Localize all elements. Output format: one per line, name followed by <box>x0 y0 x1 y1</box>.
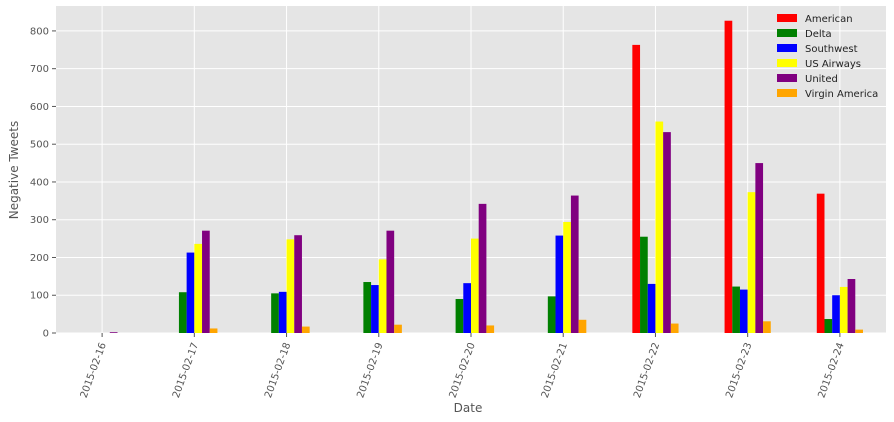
bar <box>824 319 833 333</box>
bar <box>555 235 564 333</box>
y-tick-label: 100 <box>30 291 49 302</box>
bar <box>186 252 195 333</box>
x-tick-label: 2015-02-22 <box>632 341 662 399</box>
legend-swatch <box>777 89 797 97</box>
bar <box>294 235 302 333</box>
bars <box>109 20 863 334</box>
bar <box>478 203 487 333</box>
legend-swatch <box>777 59 797 67</box>
bar <box>486 325 495 333</box>
bar <box>570 195 579 333</box>
legend-label: Delta <box>805 29 832 40</box>
bar <box>747 192 756 333</box>
y-axis-title: Negative Tweets <box>7 121 21 220</box>
bar <box>670 323 679 333</box>
x-axis-title: Date <box>454 401 483 415</box>
bar <box>278 291 287 333</box>
bar <box>371 285 379 333</box>
bar <box>763 321 771 333</box>
bar <box>855 329 863 333</box>
x-tick-label: 2015-02-16 <box>79 341 109 399</box>
legend: American Delta Southwest US Airways United Vi… <box>777 14 878 100</box>
y-tick-label: 200 <box>30 253 49 264</box>
x-tick-label: 2015-02-21 <box>540 341 570 399</box>
bar <box>739 289 748 333</box>
bar <box>547 296 556 333</box>
bar <box>732 286 740 333</box>
legend-swatch <box>777 44 797 52</box>
y-axis-ticks: 0 100 200 300 400 500 600 700 800 <box>30 26 56 340</box>
legend-label: American <box>805 14 853 25</box>
bar <box>578 319 587 333</box>
legend-label: Virgin America <box>805 89 878 100</box>
bar <box>455 299 464 333</box>
x-tick-label: 2015-02-24 <box>816 341 846 399</box>
legend-label: US Airways <box>805 59 861 70</box>
y-tick-label: 500 <box>30 140 49 151</box>
bar <box>663 132 671 333</box>
bar <box>640 236 648 333</box>
bar <box>463 283 471 333</box>
legend-label: United <box>805 74 838 85</box>
bar <box>386 230 395 333</box>
y-tick-label: 700 <box>30 64 49 75</box>
bar <box>471 238 479 333</box>
bar <box>394 324 402 333</box>
bar <box>178 292 187 333</box>
bar <box>194 243 203 333</box>
y-tick-label: 300 <box>30 215 49 226</box>
bar <box>202 230 210 333</box>
x-axis-ticks: 2015-02-16 2015-02-17 2015-02-18 2015-02-19… <box>79 333 847 400</box>
legend-label: Southwest <box>805 44 858 55</box>
bar <box>632 44 641 333</box>
bar <box>209 328 218 333</box>
bar <box>109 332 118 333</box>
bar <box>755 163 764 333</box>
y-tick-label: 800 <box>30 26 49 37</box>
legend-swatch <box>777 29 797 37</box>
bar <box>647 283 656 333</box>
bar <box>839 286 848 333</box>
x-tick-label: 2015-02-18 <box>263 341 293 399</box>
legend-swatch <box>777 74 797 82</box>
x-tick-label: 2015-02-23 <box>724 341 754 399</box>
y-tick-label: 0 <box>43 329 49 340</box>
bar <box>847 279 856 333</box>
x-tick-label: 2015-02-19 <box>355 341 385 399</box>
bar <box>363 282 372 333</box>
legend-swatch <box>777 14 797 22</box>
bar <box>724 20 733 334</box>
bar <box>655 121 664 333</box>
bar <box>816 193 825 333</box>
x-tick-label: 2015-02-20 <box>448 341 478 399</box>
bar <box>271 293 279 333</box>
bar <box>301 326 310 333</box>
bar <box>378 259 387 333</box>
y-tick-label: 600 <box>30 102 49 113</box>
x-tick-label: 2015-02-17 <box>171 341 201 399</box>
bar <box>286 239 295 333</box>
bar <box>563 221 571 333</box>
y-tick-label: 400 <box>30 177 49 188</box>
bar <box>832 295 840 333</box>
